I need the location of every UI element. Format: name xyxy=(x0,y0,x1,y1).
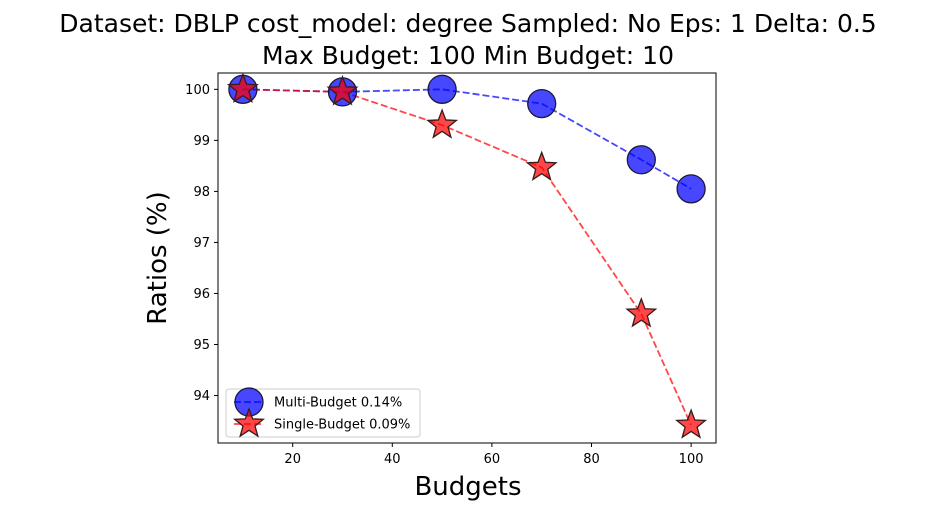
series-1-point xyxy=(527,88,557,119)
legend-label: Single-Budget 0.09% xyxy=(274,418,410,433)
series-2-point xyxy=(426,108,459,139)
x-tick-label: 100 xyxy=(679,452,704,467)
legend: Multi-Budget 0.14% Single-Budget 0.09% xyxy=(225,387,421,438)
series-1-point xyxy=(427,74,457,104)
x-tick-label: 60 xyxy=(484,452,501,467)
y-axis-label: Ratios (%) xyxy=(143,191,173,325)
legend-box xyxy=(225,388,421,438)
legend-marker xyxy=(232,407,266,438)
y-tick-label: 96 xyxy=(193,287,210,302)
y-tick-label: 95 xyxy=(193,338,210,353)
legend-label: Multi-Budget 0.14% xyxy=(274,396,402,411)
y-tick-label: 99 xyxy=(193,134,210,149)
y-tick-label: 97 xyxy=(193,236,210,251)
y-tick-label: 98 xyxy=(193,185,210,200)
x-tick-label: 80 xyxy=(583,452,600,467)
plot-frame xyxy=(217,72,717,444)
series-2-point xyxy=(525,150,558,182)
chart-title-line-1: Dataset: DBLP cost_model: degree Sampled… xyxy=(59,9,876,38)
chart-title-line-2: Max Budget: 100 Min Budget: 10 xyxy=(262,41,674,70)
y-tick-label: 100 xyxy=(185,83,210,98)
x-axis-label: Budgets xyxy=(414,472,521,502)
y-tick-label: 94 xyxy=(193,389,210,404)
series-line-2 xyxy=(242,88,692,426)
series-2-point xyxy=(326,75,359,106)
series-2-point xyxy=(625,297,658,328)
series-1-point xyxy=(626,145,656,175)
series-1-point xyxy=(676,174,706,204)
series-2-point xyxy=(226,72,259,103)
series-2-point xyxy=(675,408,708,439)
x-tick-label: 20 xyxy=(284,452,301,467)
plot-area: 20 40 60 80 100 94 95 96 97 98 99 100 xyxy=(185,72,717,467)
x-tick-label: 40 xyxy=(384,452,401,467)
